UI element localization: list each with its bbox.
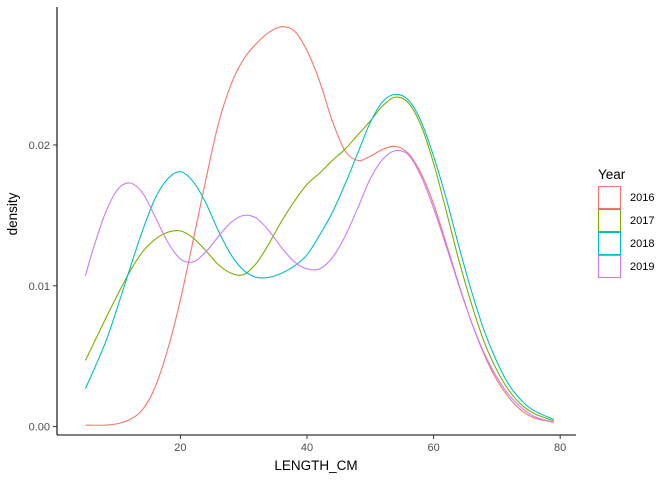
legend-item-2019: 2019 — [597, 254, 654, 279]
x-tick-label: 80 — [554, 442, 566, 454]
legend-item-2017: 2017 — [597, 208, 654, 233]
series-line-2017 — [84, 96, 555, 422]
legend-title: Year — [598, 167, 626, 182]
legend-label: 2018 — [630, 238, 654, 250]
x-axis-ticks: 20 40 60 80 — [174, 435, 566, 454]
series-lines — [84, 26, 555, 426]
legend-item-2016: 2016 — [597, 185, 654, 210]
y-tick-label: 0.01 — [29, 281, 50, 293]
legend: Year 2016 2017 2018 2019 — [597, 167, 654, 279]
x-axis-title: LENGTH_CM — [274, 458, 357, 473]
legend-items: 2016 2017 2018 2019 — [597, 185, 654, 279]
legend-label: 2016 — [630, 192, 654, 204]
x-tick-label: 40 — [301, 442, 313, 454]
series-line-2016 — [85, 26, 554, 426]
plot-panel: 0.00 0.01 0.02 20 40 60 80 — [29, 7, 576, 454]
x-tick-label: 20 — [174, 442, 186, 454]
legend-key — [597, 208, 622, 233]
legend-label: 2017 — [630, 215, 654, 227]
legend-label: 2019 — [630, 261, 654, 273]
legend-key — [597, 185, 622, 210]
series-line-2018 — [84, 93, 555, 421]
y-tick-label: 0.00 — [29, 422, 50, 434]
y-axis-ticks: 0.00 0.01 0.02 — [29, 140, 57, 434]
legend-key — [597, 254, 622, 279]
y-axis-title: density — [5, 192, 20, 235]
legend-item-2018: 2018 — [597, 231, 654, 256]
y-tick-label: 0.02 — [29, 140, 50, 152]
series-line-2019 — [84, 149, 555, 423]
legend-key — [597, 231, 622, 256]
x-tick-label: 60 — [427, 442, 439, 454]
